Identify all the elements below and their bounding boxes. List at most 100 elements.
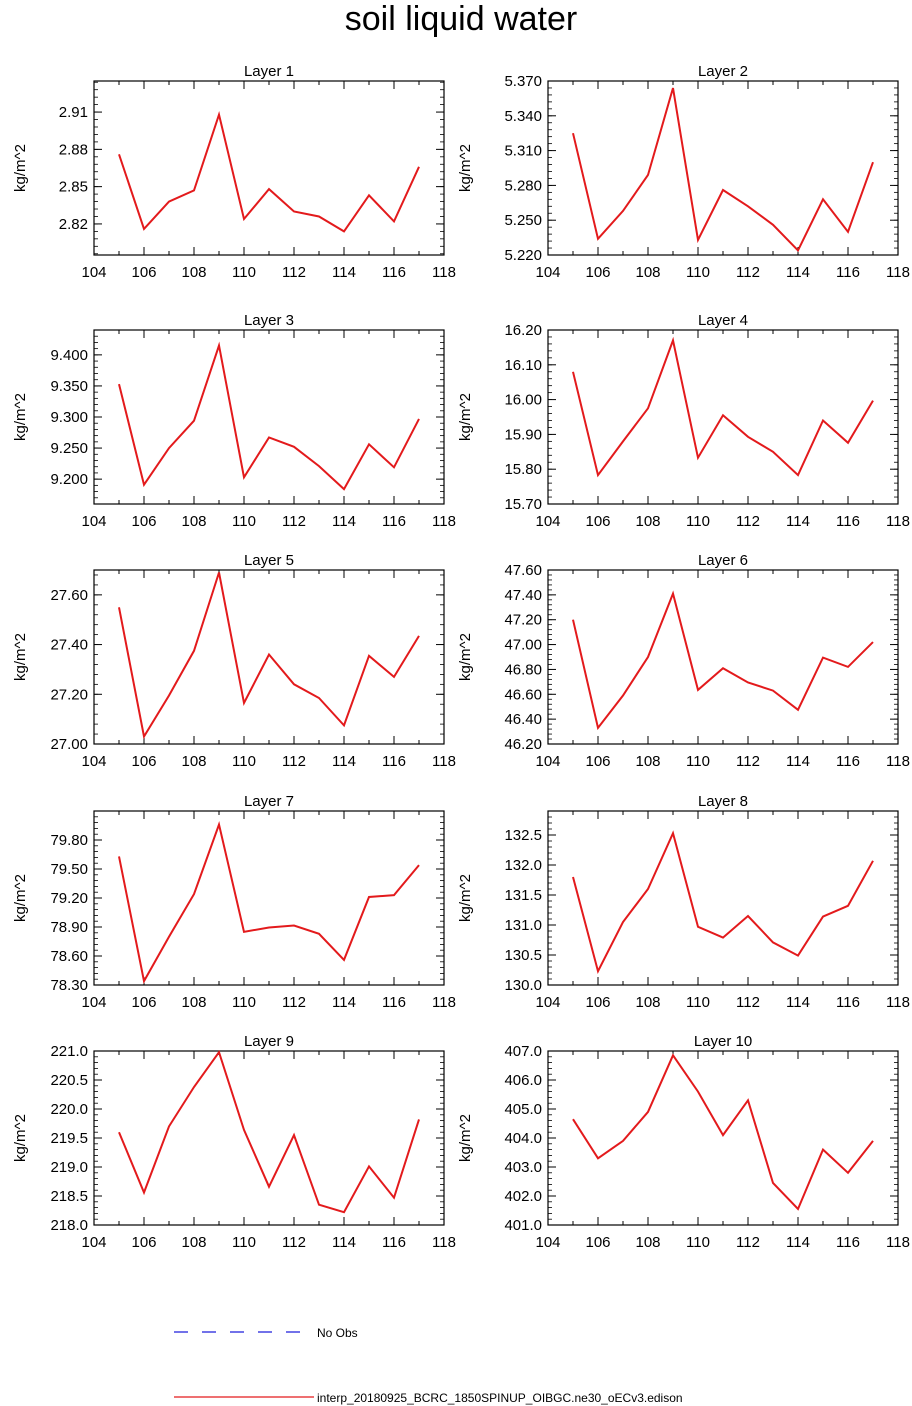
y-tick-label: 79.20 bbox=[50, 890, 88, 907]
y-tick-label: 78.30 bbox=[50, 977, 88, 994]
x-tick-label: 114 bbox=[332, 753, 356, 770]
y-tick-label: 9.350 bbox=[50, 378, 88, 395]
y-tick-label: 401.0 bbox=[504, 1217, 542, 1234]
y-tick-label: 131.0 bbox=[504, 917, 542, 934]
panel-title: Layer 1 bbox=[244, 63, 294, 80]
x-tick-label: 104 bbox=[81, 1234, 106, 1251]
plot-frame bbox=[547, 810, 899, 986]
plot-frame bbox=[547, 1050, 899, 1226]
panels: Layer 1 104 106 108 110 112 114 116 118 2.82 2.85 2… bbox=[12, 63, 910, 1251]
x-tick-label: 116 bbox=[836, 264, 860, 281]
x-tick-label: 106 bbox=[131, 1234, 156, 1251]
y-axis-label: kg/m^2 bbox=[457, 633, 474, 681]
series-line bbox=[572, 336, 874, 478]
y-tick-label: 130.5 bbox=[504, 947, 542, 964]
plot-frame bbox=[93, 80, 445, 256]
y-tick-label: 5.220 bbox=[504, 247, 542, 264]
x-tick-label: 112 bbox=[282, 753, 306, 770]
x-tick-label: 108 bbox=[635, 513, 660, 530]
x-tick-label: 116 bbox=[836, 994, 860, 1011]
y-tick-label: 27.60 bbox=[50, 587, 88, 604]
x-tick-label: 114 bbox=[332, 1234, 356, 1251]
x-tick-label: 112 bbox=[736, 994, 760, 1011]
x-tick-label: 108 bbox=[635, 994, 660, 1011]
panel-layer-3: Layer 3 104 106 108 110 112 114 116 118 9.200 9.25… bbox=[12, 312, 456, 530]
y-tick-label: 220.0 bbox=[50, 1101, 88, 1118]
x-tick-label: 112 bbox=[736, 513, 760, 530]
y-tick-label: 16.10 bbox=[504, 357, 542, 374]
panel-layer-9: Layer 9 104 106 108 110 112 114 116 118 218.0 218.… bbox=[12, 1033, 456, 1251]
x-tick-label: 110 bbox=[232, 264, 256, 281]
plot-frame bbox=[547, 569, 899, 745]
panel-title: Layer 6 bbox=[698, 552, 748, 569]
y-axis-label: kg/m^2 bbox=[12, 633, 29, 681]
y-tick-label: 131.5 bbox=[504, 887, 542, 904]
panel-title: Layer 3 bbox=[244, 312, 294, 329]
y-tick-label: 2.88 bbox=[59, 141, 88, 158]
x-tick-label: 118 bbox=[886, 753, 910, 770]
x-tick-label: 106 bbox=[585, 753, 610, 770]
x-tick-label: 106 bbox=[131, 994, 156, 1011]
y-axis-label: kg/m^2 bbox=[457, 1114, 474, 1162]
y-tick-label: 78.60 bbox=[50, 948, 88, 965]
x-tick-label: 118 bbox=[432, 1234, 456, 1251]
panel-layer-10: Layer 10 104 106 108 110 112 114 116 118 401.0 402… bbox=[457, 1033, 910, 1251]
x-tick-label: 110 bbox=[232, 994, 256, 1011]
x-tick-label: 104 bbox=[81, 753, 106, 770]
x-tick-label: 104 bbox=[81, 994, 106, 1011]
y-tick-label: 5.340 bbox=[504, 108, 542, 125]
y-tick-label: 5.250 bbox=[504, 212, 542, 229]
y-tick-label: 15.80 bbox=[504, 461, 542, 478]
y-tick-label: 78.90 bbox=[50, 919, 88, 936]
y-tick-label: 47.60 bbox=[504, 562, 542, 579]
y-tick-label: 130.0 bbox=[504, 977, 542, 994]
y-axis-label: kg/m^2 bbox=[457, 874, 474, 922]
x-tick-label: 108 bbox=[635, 264, 660, 281]
plot-frame bbox=[93, 810, 445, 986]
panel-layer-6: Layer 6 104 106 108 110 112 114 116 118 46.20 46.4… bbox=[457, 552, 910, 770]
x-tick-label: 110 bbox=[232, 1234, 256, 1251]
x-tick-label: 106 bbox=[585, 513, 610, 530]
y-tick-label: 218.5 bbox=[50, 1188, 88, 1205]
x-tick-label: 106 bbox=[585, 1234, 610, 1251]
y-tick-label: 27.40 bbox=[50, 637, 88, 654]
series-line bbox=[572, 830, 874, 974]
figure-title: soil liquid water bbox=[345, 0, 577, 38]
y-tick-label: 132.5 bbox=[504, 827, 542, 844]
x-tick-label: 116 bbox=[382, 1234, 406, 1251]
x-tick-label: 118 bbox=[432, 994, 456, 1011]
x-tick-label: 112 bbox=[282, 264, 306, 281]
x-tick-label: 104 bbox=[535, 753, 560, 770]
series-line bbox=[572, 1053, 874, 1211]
x-tick-label: 116 bbox=[382, 513, 406, 530]
x-tick-label: 116 bbox=[382, 994, 406, 1011]
series-line bbox=[118, 1050, 420, 1214]
y-tick-label: 5.310 bbox=[504, 143, 542, 160]
series-line bbox=[118, 341, 420, 491]
y-tick-label: 16.00 bbox=[504, 392, 542, 409]
y-tick-label: 9.200 bbox=[50, 471, 88, 488]
panel-layer-2: Layer 2 104 106 108 110 112 114 116 118 5.220 5.25… bbox=[457, 63, 910, 281]
x-tick-label: 112 bbox=[282, 1234, 306, 1251]
x-tick-label: 114 bbox=[332, 994, 356, 1011]
x-tick-label: 104 bbox=[535, 513, 560, 530]
panel-layer-7: Layer 7 104 106 108 110 112 114 116 118 78.30 78.6… bbox=[12, 793, 456, 1011]
x-tick-label: 104 bbox=[535, 1234, 560, 1251]
y-tick-label: 220.5 bbox=[50, 1072, 88, 1089]
x-tick-label: 114 bbox=[786, 1234, 810, 1251]
y-axis-label: kg/m^2 bbox=[457, 144, 474, 192]
y-tick-label: 27.00 bbox=[50, 736, 88, 753]
legend: No Obs interp_20180925_BCRC_1850SPINUP_O… bbox=[174, 1326, 683, 1405]
legend-obs-label: No Obs bbox=[317, 1326, 358, 1340]
y-tick-label: 2.91 bbox=[59, 104, 88, 121]
series-line bbox=[572, 87, 874, 253]
series-line bbox=[118, 110, 420, 233]
y-tick-label: 46.20 bbox=[504, 736, 542, 753]
x-tick-label: 110 bbox=[686, 753, 710, 770]
x-tick-label: 114 bbox=[786, 753, 810, 770]
y-tick-label: 132.0 bbox=[504, 857, 542, 874]
panel-title: Layer 8 bbox=[698, 793, 748, 810]
x-tick-label: 112 bbox=[736, 264, 760, 281]
legend-model-label: interp_20180925_BCRC_1850SPINUP_OIBGC.ne… bbox=[317, 1391, 683, 1405]
